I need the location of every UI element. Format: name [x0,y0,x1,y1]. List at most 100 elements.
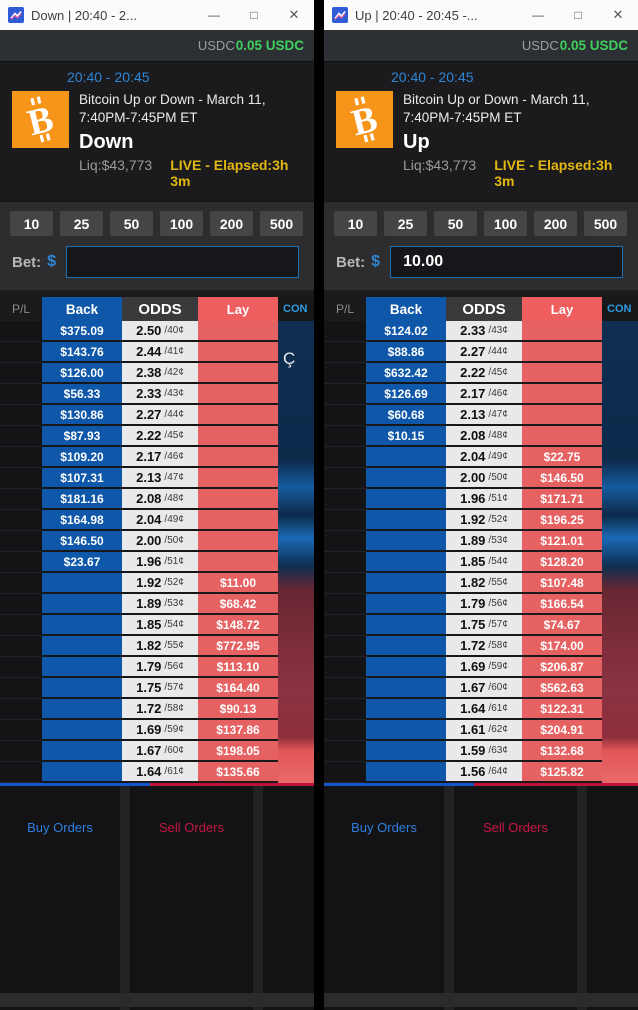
back-cell[interactable]: $143.76 [42,342,122,364]
odds-cell[interactable]: 2.04/49¢ [122,510,198,532]
stake-button-25[interactable]: 25 [384,211,427,237]
lay-cell[interactable]: $137.86 [198,720,278,742]
lay-cell[interactable]: $171.71 [522,489,602,511]
stake-button-200[interactable]: 200 [534,211,577,237]
lay-cell[interactable] [198,468,278,490]
lay-cell[interactable]: $148.72 [198,615,278,637]
lay-cell[interactable]: $198.05 [198,741,278,763]
back-cell[interactable] [366,678,446,700]
stake-button-100[interactable]: 100 [160,211,203,237]
back-cell[interactable] [42,594,122,616]
lay-cell[interactable] [198,489,278,511]
back-cell[interactable] [42,573,122,595]
stake-button-100[interactable]: 100 [484,211,527,237]
stake-button-500[interactable]: 500 [260,211,303,237]
lay-cell[interactable] [522,363,602,385]
odds-cell[interactable]: 1.96/51¢ [446,489,522,511]
odds-cell[interactable]: 1.75/57¢ [446,615,522,637]
lay-cell[interactable] [198,552,278,574]
odds-cell[interactable]: 1.96/51¢ [122,552,198,574]
back-cell[interactable] [366,762,446,784]
back-cell[interactable] [42,762,122,784]
titlebar[interactable]: Down | 20:40 - 2... — □ ✕ [0,0,314,30]
odds-cell[interactable]: 2.22/45¢ [446,363,522,385]
back-cell[interactable] [42,657,122,679]
lay-cell[interactable] [198,384,278,406]
odds-cell[interactable]: 1.89/53¢ [122,594,198,616]
odds-cell[interactable]: 2.17/46¢ [446,384,522,406]
back-cell[interactable]: $375.09 [42,321,122,343]
lay-cell[interactable] [522,342,602,364]
odds-cell[interactable]: 1.92/52¢ [446,510,522,532]
back-cell[interactable]: $124.02 [366,321,446,343]
lay-cell[interactable] [198,321,278,343]
odds-cell[interactable]: 1.82/55¢ [446,573,522,595]
back-cell[interactable] [366,510,446,532]
back-cell[interactable] [366,657,446,679]
lay-cell[interactable]: $122.31 [522,699,602,721]
lay-cell[interactable] [198,531,278,553]
back-cell[interactable]: $87.93 [42,426,122,448]
odds-cell[interactable]: 1.89/53¢ [446,531,522,553]
bet-amount-input[interactable] [390,246,624,279]
odds-cell[interactable]: 1.56/64¢ [446,762,522,784]
maximize-button[interactable]: □ [574,8,582,22]
stake-button-10[interactable]: 10 [10,211,53,237]
odds-cell[interactable]: 2.50/40¢ [122,321,198,343]
odds-cell[interactable]: 1.72/58¢ [122,699,198,721]
lay-cell[interactable]: $128.20 [522,552,602,574]
stake-button-50[interactable]: 50 [434,211,477,237]
back-cell[interactable] [42,699,122,721]
odds-cell[interactable]: 1.59/63¢ [446,741,522,763]
back-cell[interactable] [42,720,122,742]
odds-cell[interactable]: 1.61/62¢ [446,720,522,742]
bet-amount-input[interactable] [66,246,300,279]
back-cell[interactable] [366,615,446,637]
lay-cell[interactable]: $11.00 [198,573,278,595]
odds-cell[interactable]: 2.00/50¢ [446,468,522,490]
lay-cell[interactable] [522,384,602,406]
back-cell[interactable] [366,636,446,658]
odds-cell[interactable]: 1.79/56¢ [446,594,522,616]
titlebar[interactable]: Up | 20:40 - 20:45 -... — □ ✕ [324,0,638,30]
lay-cell[interactable]: $74.67 [522,615,602,637]
back-cell[interactable]: $60.68 [366,405,446,427]
back-cell[interactable]: $10.15 [366,426,446,448]
back-cell[interactable]: $146.50 [42,531,122,553]
lay-cell[interactable] [198,447,278,469]
back-cell[interactable] [366,573,446,595]
back-cell[interactable] [366,741,446,763]
back-cell[interactable]: $632.42 [366,363,446,385]
lay-cell[interactable]: $132.68 [522,741,602,763]
odds-cell[interactable]: 2.33/43¢ [122,384,198,406]
minimize-button[interactable]: — [208,8,220,22]
lay-cell[interactable]: $166.54 [522,594,602,616]
back-cell[interactable] [42,741,122,763]
lay-cell[interactable]: $196.25 [522,510,602,532]
back-cell[interactable]: $126.00 [42,363,122,385]
odds-cell[interactable]: 2.27/44¢ [446,342,522,364]
lay-cell[interactable]: $206.87 [522,657,602,679]
lay-cell[interactable]: $562.63 [522,678,602,700]
back-cell[interactable] [366,531,446,553]
lay-cell[interactable] [522,426,602,448]
back-cell[interactable] [366,447,446,469]
back-cell[interactable] [42,615,122,637]
close-button[interactable]: ✕ [288,7,300,22]
lay-cell[interactable] [198,363,278,385]
lay-cell[interactable]: $113.10 [198,657,278,679]
lay-cell[interactable]: $107.48 [522,573,602,595]
back-cell[interactable] [42,636,122,658]
lay-cell[interactable]: $135.66 [198,762,278,784]
back-cell[interactable]: $109.20 [42,447,122,469]
stake-button-50[interactable]: 50 [110,211,153,237]
lay-cell[interactable]: $90.13 [198,699,278,721]
lay-cell[interactable] [522,405,602,427]
back-cell[interactable] [366,489,446,511]
back-cell[interactable] [42,678,122,700]
odds-cell[interactable]: 2.38/42¢ [122,363,198,385]
odds-cell[interactable]: 2.44/41¢ [122,342,198,364]
lay-cell[interactable]: $22.75 [522,447,602,469]
back-cell[interactable]: $164.98 [42,510,122,532]
back-cell[interactable]: $126.69 [366,384,446,406]
